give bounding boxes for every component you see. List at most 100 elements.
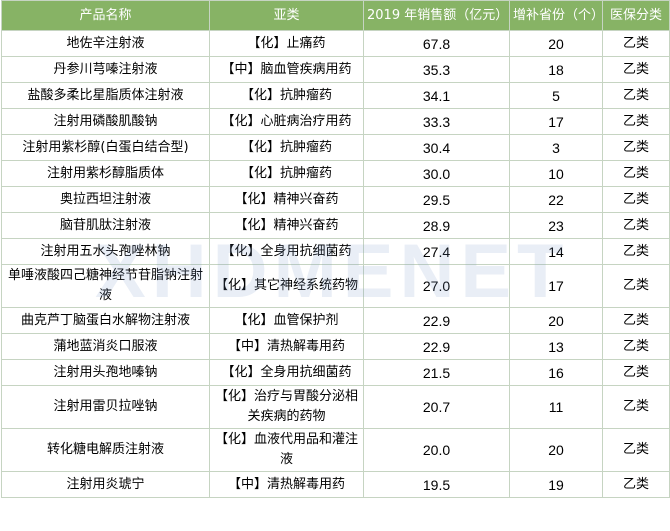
cell-provinces: 10 xyxy=(509,160,603,187)
cell-subclass: 【化】治疗与胃酸分泌相关疾病的药物 xyxy=(209,385,364,429)
cell-insurance-class: 乙类 xyxy=(602,264,670,308)
cell-insurance-class: 乙类 xyxy=(602,385,670,429)
cell-sales: 22.9 xyxy=(363,333,510,360)
cell-sales: 28.9 xyxy=(363,212,510,239)
cell-subclass: 【化】全身用抗细菌药 xyxy=(209,238,364,265)
cell-sales: 29.5 xyxy=(363,186,510,213)
table-row: 蒲地蓝消炎口服液 【中】清热解毒用药 22.9 13 乙类 xyxy=(1,333,670,360)
cell-provinces: 11 xyxy=(509,385,603,429)
cell-provinces: 17 xyxy=(509,108,603,135)
cell-provinces: 20 xyxy=(509,428,603,472)
cell-provinces: 22 xyxy=(509,186,603,213)
cell-product-name: 注射用五水头孢唑林钠 xyxy=(1,238,210,265)
cell-product-name: 脑苷肌肽注射液 xyxy=(1,212,210,239)
cell-sales: 20.0 xyxy=(363,428,510,472)
cell-insurance-class: 乙类 xyxy=(602,108,670,135)
cell-product-name: 盐酸多柔比星脂质体注射液 xyxy=(1,82,210,109)
cell-insurance-class: 乙类 xyxy=(602,186,670,213)
cell-product-name: 注射用炎琥宁 xyxy=(1,471,210,498)
cell-provinces: 3 xyxy=(509,134,603,161)
cell-insurance-class: 乙类 xyxy=(602,82,670,109)
cell-provinces: 13 xyxy=(509,333,603,360)
cell-insurance-class: 乙类 xyxy=(602,238,670,265)
table-header-row: 产品名称 亚类 2019 年销售额（亿元） 增补省份（个） 医保分类 xyxy=(1,0,670,31)
cell-sales: 30.0 xyxy=(363,160,510,187)
cell-product-name: 注射用磷酸肌酸钠 xyxy=(1,108,210,135)
cell-subclass: 【化】心脏病治疗用药 xyxy=(209,108,364,135)
header-subclass: 亚类 xyxy=(209,0,364,31)
cell-subclass: 【化】全身用抗细菌药 xyxy=(209,359,364,386)
cell-provinces: 14 xyxy=(509,238,603,265)
cell-subclass: 【化】其它神经系统药物 xyxy=(209,264,364,308)
cell-insurance-class: 乙类 xyxy=(602,471,670,498)
cell-insurance-class: 乙类 xyxy=(602,359,670,386)
cell-insurance-class: 乙类 xyxy=(602,56,670,83)
cell-product-name: 注射用雷贝拉唑钠 xyxy=(1,385,210,429)
cell-provinces: 18 xyxy=(509,56,603,83)
table-row: 注射用紫杉醇脂质体 【化】抗肿瘤药 30.0 10 乙类 xyxy=(1,160,670,187)
cell-product-name: 丹参川芎嗪注射液 xyxy=(1,56,210,83)
header-sales-2019: 2019 年销售额（亿元） xyxy=(363,0,510,31)
cell-sales: 22.9 xyxy=(363,307,510,334)
cell-subclass: 【中】清热解毒用药 xyxy=(209,333,364,360)
cell-insurance-class: 乙类 xyxy=(602,333,670,360)
cell-sales: 33.3 xyxy=(363,108,510,135)
cell-sales: 67.8 xyxy=(363,30,510,57)
cell-sales: 21.5 xyxy=(363,359,510,386)
header-added-provinces: 增补省份（个） xyxy=(509,0,603,31)
cell-product-name: 奥拉西坦注射液 xyxy=(1,186,210,213)
cell-subclass: 【化】精神兴奋药 xyxy=(209,212,364,239)
table-row: 奥拉西坦注射液 【化】精神兴奋药 29.5 22 乙类 xyxy=(1,186,670,213)
cell-product-name: 蒲地蓝消炎口服液 xyxy=(1,333,210,360)
table-row: 注射用头孢地嗪钠 【化】全身用抗细菌药 21.5 16 乙类 xyxy=(1,359,670,386)
cell-product-name: 曲克芦丁脑蛋白水解物注射液 xyxy=(1,307,210,334)
cell-product-name: 注射用紫杉醇脂质体 xyxy=(1,160,210,187)
table-row: 脑苷肌肽注射液 【化】精神兴奋药 28.9 23 乙类 xyxy=(1,212,670,239)
cell-product-name: 地佐辛注射液 xyxy=(1,30,210,57)
cell-product-name: 单唾液酸四己糖神经节苷脂钠注射液 xyxy=(1,264,210,308)
cell-sales: 35.3 xyxy=(363,56,510,83)
cell-subclass: 【化】抗肿瘤药 xyxy=(209,160,364,187)
cell-insurance-class: 乙类 xyxy=(602,212,670,239)
cell-product-name: 转化糖电解质注射液 xyxy=(1,428,210,472)
table-row: 注射用五水头孢唑林钠 【化】全身用抗细菌药 27.4 14 乙类 xyxy=(1,238,670,265)
cell-provinces: 23 xyxy=(509,212,603,239)
cell-subclass: 【化】精神兴奋药 xyxy=(209,186,364,213)
table-row: 曲克芦丁脑蛋白水解物注射液 【化】血管保护剂 22.9 20 乙类 xyxy=(1,307,670,334)
cell-insurance-class: 乙类 xyxy=(602,428,670,472)
cell-product-name: 注射用头孢地嗪钠 xyxy=(1,359,210,386)
cell-subclass: 【化】止痛药 xyxy=(209,30,364,57)
cell-subclass: 【化】血管保护剂 xyxy=(209,307,364,334)
cell-insurance-class: 乙类 xyxy=(602,307,670,334)
table-row: 单唾液酸四己糖神经节苷脂钠注射液 【化】其它神经系统药物 27.0 17 乙类 xyxy=(1,264,670,308)
table-row: 注射用炎琥宁 【中】清热解毒用药 19.5 19 乙类 xyxy=(1,471,670,498)
table-row: 注射用紫杉醇(白蛋白结合型) 【化】抗肿瘤药 30.4 3 乙类 xyxy=(1,134,670,161)
cell-subclass: 【中】脑血管疾病用药 xyxy=(209,56,364,83)
cell-sales: 34.1 xyxy=(363,82,510,109)
cell-product-name: 注射用紫杉醇(白蛋白结合型) xyxy=(1,134,210,161)
table-row: 丹参川芎嗪注射液 【中】脑血管疾病用药 35.3 18 乙类 xyxy=(1,56,670,83)
header-insurance-class: 医保分类 xyxy=(602,0,670,31)
cell-sales: 27.4 xyxy=(363,238,510,265)
table-body: 地佐辛注射液 【化】止痛药 67.8 20 乙类 丹参川芎嗪注射液 【中】脑血管疾病用药 35… xyxy=(1,30,670,498)
cell-subclass: 【中】清热解毒用药 xyxy=(209,471,364,498)
cell-provinces: 20 xyxy=(509,307,603,334)
cell-sales: 19.5 xyxy=(363,471,510,498)
cell-provinces: 16 xyxy=(509,359,603,386)
table-row: 盐酸多柔比星脂质体注射液 【化】抗肿瘤药 34.1 5 乙类 xyxy=(1,82,670,109)
sales-table: 产品名称 亚类 2019 年销售额（亿元） 增补省份（个） 医保分类 地佐辛注射… xyxy=(1,0,670,498)
cell-provinces: 19 xyxy=(509,471,603,498)
table-row: 地佐辛注射液 【化】止痛药 67.8 20 乙类 xyxy=(1,30,670,57)
cell-provinces: 17 xyxy=(509,264,603,308)
cell-sales: 20.7 xyxy=(363,385,510,429)
cell-subclass: 【化】抗肿瘤药 xyxy=(209,82,364,109)
table-row: 转化糖电解质注射液 【化】血液代用品和灌注液 20.0 20 乙类 xyxy=(1,428,670,472)
cell-insurance-class: 乙类 xyxy=(602,134,670,161)
cell-sales: 27.0 xyxy=(363,264,510,308)
cell-provinces: 5 xyxy=(509,82,603,109)
cell-insurance-class: 乙类 xyxy=(602,30,670,57)
cell-sales: 30.4 xyxy=(363,134,510,161)
cell-subclass: 【化】血液代用品和灌注液 xyxy=(209,428,364,472)
table-row: 注射用雷贝拉唑钠 【化】治疗与胃酸分泌相关疾病的药物 20.7 11 乙类 xyxy=(1,385,670,429)
header-product-name: 产品名称 xyxy=(1,0,210,31)
